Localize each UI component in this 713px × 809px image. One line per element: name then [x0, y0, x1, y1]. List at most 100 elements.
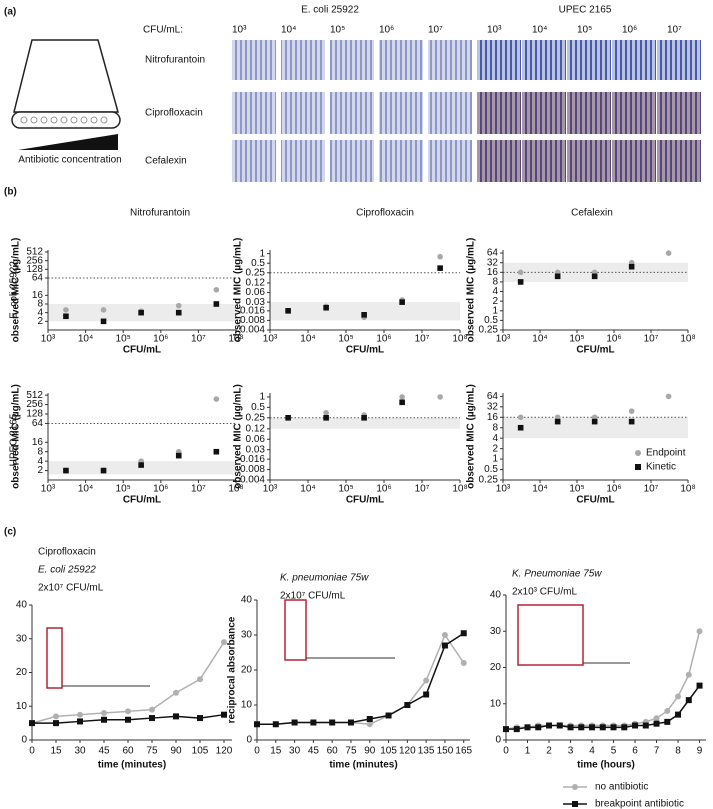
legend-label: breakpoint antibiotic — [595, 799, 684, 809]
antibiotic-label: Nitrofurantoin — [145, 55, 205, 66]
data-point — [653, 715, 660, 722]
y-tick-label: 0.06 — [246, 287, 266, 298]
data-point — [149, 706, 155, 713]
shaded-band — [270, 302, 460, 321]
y-tick-label: 30 — [16, 633, 28, 644]
data-point — [399, 299, 405, 305]
data-point — [323, 409, 329, 416]
well-image — [330, 40, 374, 80]
y-tick-label: 256 — [26, 255, 43, 266]
strain-header: UPEC 2165 — [559, 5, 612, 16]
y-axis-label: observed MIC (µg/mL) — [233, 384, 244, 489]
data-point — [347, 719, 354, 726]
y-tick-label: 8 — [37, 446, 43, 457]
y-axis-label: observed MIC (µg/mL) — [11, 238, 22, 343]
y-tick-label: 8 — [492, 422, 498, 433]
data-point — [621, 724, 628, 731]
x-tick-label: 135 — [418, 746, 435, 757]
x-axis-label: CFU/mL — [346, 495, 384, 506]
y-tick-label: 128 — [26, 264, 43, 275]
data-point — [578, 724, 585, 731]
x-tick-label: 0 — [254, 746, 260, 757]
y-tick-label: 40 — [241, 595, 253, 606]
y-tick-label: 0.008 — [240, 315, 265, 326]
data-point — [77, 718, 83, 725]
y-tick-label: 0.5 — [484, 464, 498, 475]
y-tick-label: 128 — [26, 409, 43, 420]
x-tick-label: 10⁶ — [153, 334, 168, 345]
x-tick-label: 10⁴ — [300, 334, 315, 345]
x-tick-label: 10⁵ — [116, 334, 131, 345]
well-image — [612, 40, 656, 80]
legend-label: no antibiotic — [595, 782, 648, 793]
data-point — [554, 273, 561, 280]
x-tick-label: 10⁴ — [532, 334, 547, 345]
well-image — [428, 92, 472, 134]
y-tick-label: 0.25 — [246, 267, 266, 278]
data-point — [665, 250, 672, 256]
series-line — [505, 631, 701, 730]
series-line — [257, 633, 465, 726]
x-tick-label: 10⁸ — [452, 334, 467, 345]
data-point — [685, 671, 692, 678]
shaded-band — [270, 417, 460, 429]
data-point — [323, 304, 329, 311]
data-point — [213, 286, 220, 293]
antibiotic-label: Cefalexin — [145, 156, 187, 167]
y-tick-label: 256 — [26, 399, 43, 410]
y-tick-label: 64 — [32, 418, 44, 429]
data-point — [599, 724, 606, 731]
chart-title: K. Pneumoniae 75w — [512, 569, 602, 580]
data-point — [323, 414, 329, 421]
x-tick-label: 165 — [455, 746, 472, 757]
x-tick-label: 10³ — [41, 334, 56, 345]
chart-title: 2x10⁷ CFU/mL — [38, 583, 104, 594]
x-tick-label: 10⁵ — [569, 334, 584, 345]
antibiotic-label: Ciprofloxacin — [145, 108, 203, 119]
legend-marker — [635, 450, 641, 456]
data-point — [63, 307, 69, 313]
data-point — [254, 721, 260, 728]
x-tick-label: 3 — [568, 746, 574, 757]
x-tick-label: 60 — [327, 746, 339, 757]
cfu-label: CFU/mL: — [143, 25, 183, 36]
y-tick-label: 0.016 — [240, 454, 265, 465]
data-point — [437, 253, 443, 260]
data-point — [100, 307, 107, 313]
y-tick-label: 0.004 — [240, 325, 265, 336]
data-point — [591, 273, 598, 280]
y-tick-label: 4 — [37, 456, 43, 467]
y-tick-label: 0.25 — [479, 475, 499, 486]
data-point — [63, 313, 69, 320]
well-image — [232, 40, 276, 80]
data-point — [361, 312, 367, 318]
legend-label: Kinetic — [646, 462, 676, 473]
data-point — [149, 715, 155, 722]
density-label: 10⁶ — [622, 25, 637, 36]
strain-header: E. coli 25922 — [301, 5, 359, 16]
y-tick-label: 4 — [492, 433, 498, 444]
data-point — [610, 724, 617, 731]
data-point — [441, 642, 448, 649]
x-tick-label: 10³ — [263, 334, 278, 345]
x-tick-label: 0 — [29, 746, 35, 757]
data-point — [460, 630, 467, 637]
data-point — [197, 676, 203, 683]
y-tick-label: 4 — [492, 286, 498, 297]
y-tick-label: 64 — [487, 391, 499, 402]
well-image — [567, 140, 611, 182]
data-point — [437, 265, 443, 271]
x-tick-label: 10⁴ — [78, 484, 93, 495]
density-label: 10⁷ — [428, 25, 443, 36]
data-point — [628, 418, 635, 425]
data-point — [460, 660, 467, 666]
data-point — [366, 716, 373, 722]
y-tick-label: 64 — [487, 248, 499, 259]
well-image — [657, 140, 701, 182]
y-tick-label: 0.008 — [240, 464, 265, 475]
data-point — [385, 712, 392, 719]
well-image — [428, 140, 472, 182]
x-tick-label: 10⁴ — [78, 334, 93, 345]
data-point — [524, 724, 531, 731]
y-tick-label: 1 — [259, 392, 265, 403]
